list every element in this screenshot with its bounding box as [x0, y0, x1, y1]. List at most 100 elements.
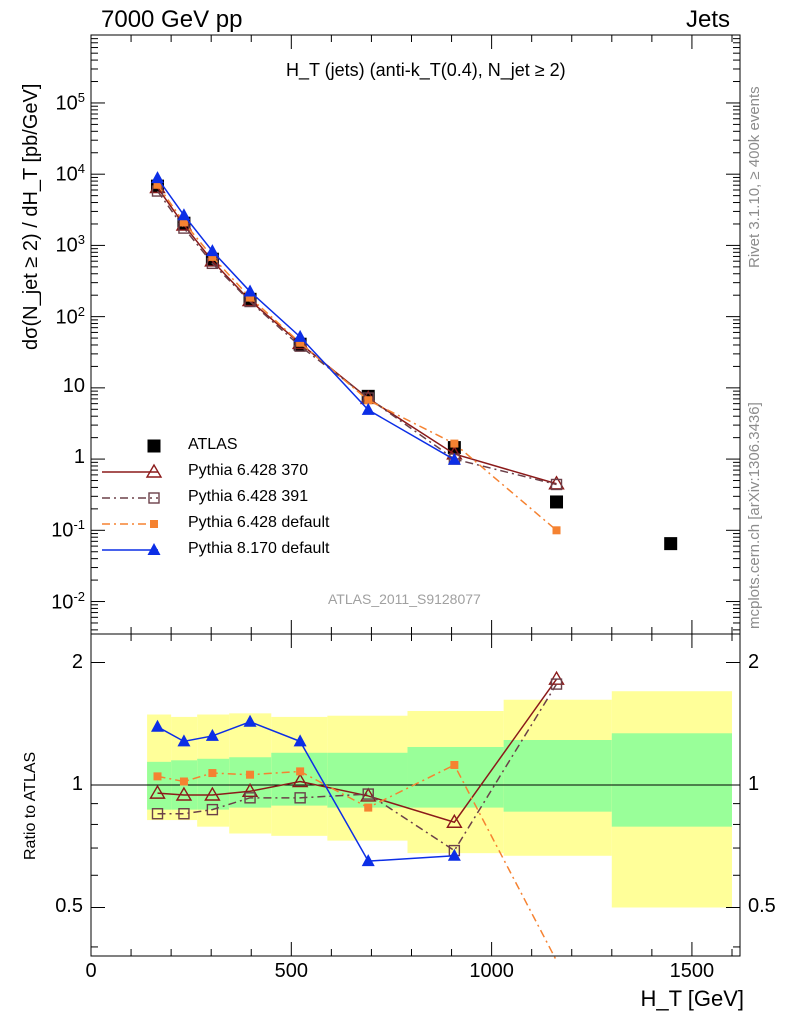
plot-title-text: H_T (jets) (anti-k_T(0.4), N_jet ≥ 2) — [286, 60, 566, 80]
series-line — [156, 190, 557, 486]
data-point-triangle — [151, 171, 165, 184]
series-line — [156, 184, 558, 531]
data-point-triangle — [243, 284, 257, 297]
ratio-series-4 — [151, 714, 461, 867]
data-point-triangle — [361, 854, 375, 867]
legend-entry-label: Pythia 6.428 391 — [188, 488, 309, 505]
ratio-uncertainty-bands — [147, 691, 732, 908]
data-point-open-square — [550, 678, 563, 690]
y-tick-label: 105 — [55, 89, 85, 115]
data-point-triangle — [361, 402, 375, 415]
data-point-open-square — [244, 792, 256, 804]
x-tick-label: 1500 — [669, 960, 715, 982]
ratio-series-2 — [151, 678, 563, 857]
data-point-square — [179, 777, 188, 786]
series-3 — [153, 180, 561, 535]
y-tick-label: 10-1 — [51, 517, 85, 542]
y-tick-label: 102 — [55, 303, 85, 329]
data-point-square — [246, 293, 255, 302]
inner-band-bin — [197, 758, 230, 810]
data-point-triangle — [147, 543, 161, 555]
data-point-square — [364, 803, 373, 812]
ratio-y-tick-label-left: 2 — [71, 650, 83, 673]
inner-band-bin — [229, 757, 272, 808]
legend-entry-label: Pythia 6.428 370 — [188, 462, 309, 479]
data-point-square — [450, 760, 459, 769]
y-tick-exponent: 3 — [77, 232, 85, 248]
series-line — [156, 177, 455, 461]
ratio-y-tick-label-left: 0.5 — [55, 895, 83, 918]
data-point-square — [153, 772, 162, 781]
y-tick-label: 10-2 — [51, 588, 85, 614]
analysis-tag: ATLAS_2011_S9128077 — [328, 591, 481, 607]
data-point-square — [246, 770, 255, 779]
data-point-open-square — [362, 788, 374, 800]
legend-entry-label: ATLAS — [188, 436, 238, 453]
x-tick-label: 1000 — [469, 960, 514, 982]
x-tick-label: 0 — [85, 960, 97, 982]
y-tick-label: 104 — [55, 161, 85, 186]
y-tick-label: 1 — [73, 446, 85, 469]
data-point-open-square — [151, 808, 164, 820]
inner-band-bin — [611, 733, 732, 827]
y-tick-label: 103 — [55, 232, 85, 258]
data-point-square — [150, 520, 158, 528]
data-point-triangle — [293, 329, 307, 342]
data-point-square — [450, 439, 459, 448]
y-tick-exponent: -1 — [73, 517, 85, 533]
data-point-open-square — [206, 803, 219, 816]
ratio-y-axis-label: Ratio to ATLAS — [22, 751, 39, 860]
y-axis-label: dσ(N_jet ≥ 2) / dH_T [pb/GeV] — [20, 83, 42, 350]
inner-band-bin — [271, 752, 328, 806]
legend-entry-label: Pythia 8.170 default — [188, 540, 330, 557]
data-point-square — [179, 218, 188, 227]
data-point-triangle — [447, 848, 461, 861]
data-point-triangle — [205, 728, 219, 741]
data-point-open-square — [550, 478, 563, 491]
data-point-open-triangle — [204, 786, 221, 801]
legend — [102, 439, 163, 555]
ratio-series-line — [157, 763, 558, 962]
ratio-frame — [90, 633, 741, 957]
data-point-open-triangle — [446, 813, 463, 828]
data-point-open-triangle — [360, 787, 377, 802]
data-point-open-triangle — [149, 784, 166, 799]
data-point-open-square — [178, 808, 190, 820]
mcplots-label: mcplots.cern.ch [arXiv:1306.3436] — [746, 402, 763, 629]
ratio-y-tick-label-right: 0.5 — [748, 895, 776, 918]
data-point-open-square — [294, 792, 306, 804]
data-point-square — [664, 537, 678, 551]
main-plot-series — [149, 171, 678, 551]
ratio-y-tick-label-left: 1 — [71, 772, 83, 795]
ratio-series-1 — [149, 670, 565, 828]
series-4 — [151, 171, 461, 465]
x-axis-label: H_T [GeV] — [640, 986, 744, 1011]
data-point-triangle — [177, 208, 191, 221]
ratio-plot-series — [149, 670, 565, 962]
data-point-open-triangle — [291, 773, 309, 788]
y-tick-exponent: 5 — [77, 89, 85, 105]
data-point-open-triangle — [241, 782, 259, 797]
data-point-triangle — [243, 714, 257, 727]
inner-band-bin — [147, 761, 172, 810]
plot-title: H_T (jets) (anti-k_T(0.4), N_jet ≥ 2) — [286, 60, 566, 81]
axes-frames — [90, 34, 741, 957]
data-point-square — [550, 495, 564, 509]
data-point-open-triangle — [175, 786, 193, 801]
data-point-square — [208, 769, 217, 778]
header-left: 7000 GeV pp — [101, 6, 243, 33]
data-point-square — [296, 767, 305, 776]
header-right: Jets — [685, 6, 730, 33]
data-point-square — [147, 439, 161, 453]
data-point-triangle — [447, 452, 461, 465]
data-point-square — [153, 180, 162, 189]
data-point-triangle — [177, 734, 191, 747]
data-point-square — [208, 252, 217, 261]
data-point-square — [296, 338, 305, 347]
ratio-series-3 — [153, 760, 558, 962]
ratio-y-tick-label-right: 1 — [748, 772, 760, 795]
inner-band-bin — [503, 739, 612, 812]
ratio-y-tick-label-right: 2 — [748, 650, 760, 673]
data-point-open-square — [148, 492, 160, 504]
